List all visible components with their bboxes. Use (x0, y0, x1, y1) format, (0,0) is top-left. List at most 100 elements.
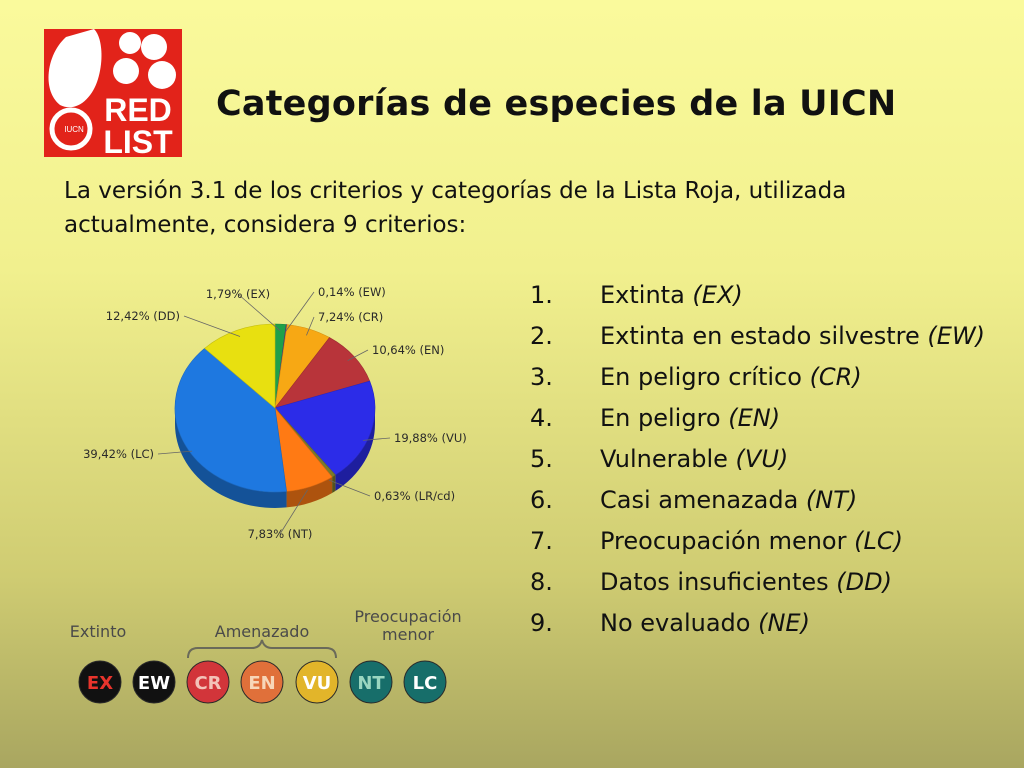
list-item: 3. En peligro crítico (CR) (530, 360, 1000, 394)
pie-leader-line (279, 489, 308, 535)
badge-code: EN (248, 673, 275, 694)
pie-leader-line (328, 479, 371, 497)
pie-slice-label: 1,79% (EX) (206, 287, 270, 301)
badge-code: EW (138, 673, 170, 694)
category-code: (NT) (805, 486, 858, 514)
badge-vu: VU (295, 660, 339, 704)
scale-group-preocupacion-line2: menor (382, 625, 434, 644)
badge-circle (78, 660, 122, 704)
logo-dot (119, 32, 141, 54)
red-list-logo: IUCN RED LIST (44, 29, 182, 157)
pie-top (174, 323, 376, 493)
badge-code: CR (194, 673, 221, 694)
badge-row: EX EW CR EN VU NT LC (78, 660, 447, 704)
iucn-ring (49, 107, 93, 151)
category-name: Extinta en estado silvestre (600, 322, 920, 350)
pie-side-wall (286, 476, 333, 508)
logo-dot (148, 61, 176, 89)
list-number: 3. (530, 363, 553, 391)
category-name: Casi amenazada (600, 486, 799, 514)
category-name: Preocupación menor (600, 527, 847, 555)
list-item: 6. Casi amenazada (NT) (530, 483, 1000, 517)
badge-ew: EW (132, 660, 176, 704)
pie-slice-label: 7,83% (NT) (248, 527, 313, 541)
category-code: (VU) (735, 445, 789, 473)
category-name: Vulnerable (600, 445, 728, 473)
category-name: No evaluado (600, 609, 751, 637)
pie-side-wall (175, 408, 287, 508)
list-item: 7. Preocupación menor (LC) (530, 524, 1000, 558)
category-scale: Extinto Amenazado Preocupación menor EX E… (70, 607, 462, 704)
pie-labels: 1,79% (EX) 0,14% (EW) 7,24% (CR) 10,64% (EN… (83, 285, 467, 541)
list-number: 2. (530, 322, 553, 350)
badge-code: LC (413, 673, 438, 694)
badge-lc: LC (403, 660, 447, 704)
pie-side (175, 408, 375, 508)
list-item: 8. Datos insuficientes (DD) (530, 565, 1000, 599)
category-code: (DD) (836, 568, 892, 596)
badge-ex: EX (78, 660, 122, 704)
logo-dot (113, 58, 139, 84)
pie-slice-label: 39,42% (LC) (83, 447, 154, 461)
pie-slice-label: 0,63% (LR/cd) (374, 489, 455, 503)
pie-slice (174, 347, 287, 493)
badge-code: VU (303, 673, 332, 694)
iucn-mark-text: IUCN (64, 125, 84, 134)
category-code: (EN) (728, 404, 781, 432)
list-number: 7. (530, 527, 553, 555)
list-number: 4. (530, 404, 553, 432)
scale-group-preocupacion-line1: Preocupación (354, 607, 461, 626)
list-number: 6. (530, 486, 553, 514)
scale-group-extinto: Extinto (70, 622, 127, 641)
pie-leader-line (347, 349, 369, 361)
list-number: 1. (530, 281, 553, 309)
category-code: (EX) (692, 281, 743, 309)
category-name: En peligro crítico (600, 363, 802, 391)
pie-leader-line (183, 315, 241, 337)
badge-circle (132, 660, 176, 704)
list-number: 9. (530, 609, 553, 637)
badge-en: EN (240, 660, 284, 704)
scale-group-amenazado: Amenazado (215, 622, 309, 641)
pie-leader-line (237, 293, 281, 332)
list-number: 5. (530, 445, 553, 473)
pie-chart: 1,79% (EX) 0,14% (EW) 7,24% (CR) 10,64% (EN… (83, 285, 467, 541)
badge-circle (295, 660, 339, 704)
pie-leaders (157, 291, 391, 535)
list-item: 9. No evaluado (NE) (530, 606, 1000, 640)
pie-slice (274, 380, 376, 476)
logo-list-text: LIST (103, 124, 173, 157)
pie-leader-line (285, 291, 315, 332)
list-number: 8. (530, 568, 553, 596)
list-item: 1. Extinta (EX) (530, 278, 1000, 312)
pie-slice (274, 337, 371, 409)
badge-circle (240, 660, 284, 704)
category-name: En peligro (600, 404, 721, 432)
pie-slice-label: 19,88% (VU) (394, 431, 467, 445)
category-code: (EW) (927, 322, 986, 350)
category-code: (LC) (854, 527, 903, 555)
badge-cr: CR (186, 660, 230, 704)
logo-dot (141, 34, 167, 60)
pie-slice-label: 0,14% (EW) (318, 285, 386, 299)
badge-code: NT (357, 673, 385, 694)
pie-slice-label: 7,24% (CR) (318, 310, 383, 324)
pie-leader-line (306, 316, 315, 336)
badge-circle (403, 660, 447, 704)
category-list: 1. Extinta (EX) 2. Extinta en estado silve… (530, 278, 1000, 647)
pie-slice-label: 10,64% (EN) (372, 343, 444, 357)
amenazado-brace (187, 639, 337, 659)
pie-leader-line (157, 450, 193, 455)
category-name: Datos insuficientes (600, 568, 829, 596)
badge-circle (186, 660, 230, 704)
logo-red-text: RED (104, 92, 172, 128)
list-item: 5. Vulnerable (VU) (530, 442, 1000, 476)
list-item: 4. En peligro (EN) (530, 401, 1000, 435)
pie-side-wall (332, 474, 336, 493)
badge-code: EX (87, 673, 113, 694)
badge-nt: NT (349, 660, 393, 704)
pie-side-wall (335, 408, 375, 491)
category-name: Extinta (600, 281, 685, 309)
intro-text: La versión 3.1 de los criterios y catego… (64, 178, 847, 238)
list-item: 2. Extinta en estado silvestre (EW) (530, 319, 1000, 353)
